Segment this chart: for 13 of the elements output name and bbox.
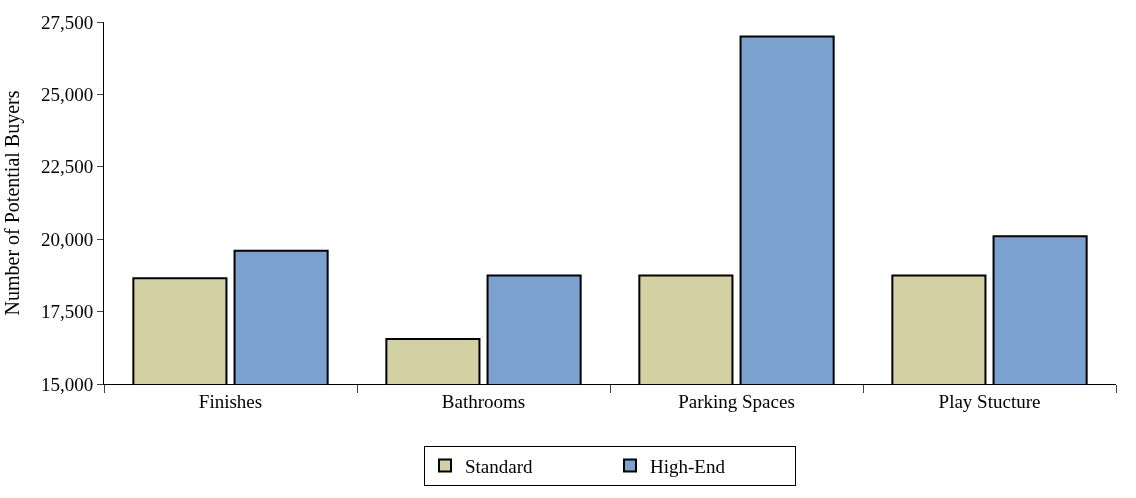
y-tick-label: 25,000 [40, 84, 94, 106]
x-tick-label: Play Stucture [938, 390, 1041, 412]
x-tick-label: Finishes [198, 390, 263, 412]
y-tick-label: 27,500 [40, 11, 94, 33]
y-tick-label: 22,500 [40, 156, 94, 178]
y-tick-label: 15,000 [40, 373, 94, 395]
y-tick-label: 17,500 [40, 301, 94, 323]
legend-label: High-End [650, 455, 726, 477]
x-tick-label: Parking Spaces [678, 390, 795, 412]
y-axis-title: Number of Potential Buyers [1, 90, 25, 316]
legend-label: Standard [465, 455, 534, 477]
y-tick-label: 20,000 [40, 228, 94, 250]
x-tick-label: Bathrooms [441, 390, 526, 412]
